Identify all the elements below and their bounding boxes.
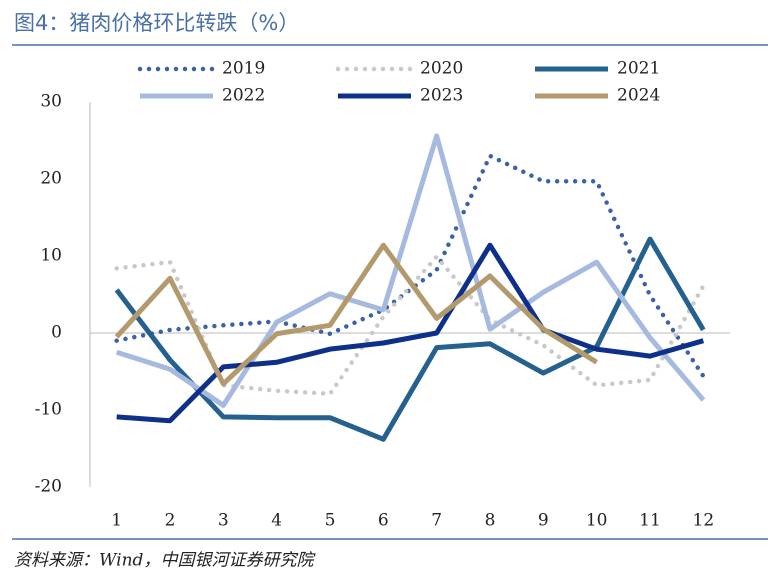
y-tick-label: 0	[51, 323, 62, 343]
x-tick-label: 10	[586, 511, 608, 531]
x-tick-label: 3	[218, 511, 229, 531]
y-tick-label: -20	[35, 477, 62, 497]
x-tick-label: 2	[165, 511, 176, 531]
series-line	[116, 242, 705, 424]
x-tick-label: 5	[325, 511, 336, 531]
series-line	[114, 242, 598, 387]
legend-label: 2019	[222, 59, 265, 79]
x-tick-label: 8	[485, 511, 496, 531]
y-tick-label: 10	[40, 246, 62, 266]
x-tick-label: 12	[693, 511, 715, 531]
source: 资料来源：Wind，中国银河证券研究院	[14, 551, 316, 571]
x-tick-label: 9	[538, 511, 549, 531]
legend-label: 2021	[617, 59, 660, 79]
y-tick-label: 30	[40, 92, 62, 112]
series-line	[114, 152, 706, 379]
legend-label: 2023	[420, 86, 463, 106]
y-tick-label: -10	[35, 400, 62, 420]
chart-title: 图4：猪肉价格环比转跌（%）	[14, 11, 299, 35]
x-tick-label: 11	[639, 511, 661, 531]
y-tick-label: 20	[40, 169, 62, 189]
legend-label: 2022	[222, 86, 265, 106]
series-line	[114, 236, 706, 442]
legend-label: 2024	[617, 86, 660, 106]
legend-label: 2020	[420, 59, 463, 79]
x-tick-label: 7	[431, 511, 442, 531]
series-line	[115, 133, 706, 408]
x-tick-label: 6	[378, 511, 389, 531]
x-tick-label: 1	[111, 511, 122, 531]
x-tick-label: 4	[271, 511, 282, 531]
